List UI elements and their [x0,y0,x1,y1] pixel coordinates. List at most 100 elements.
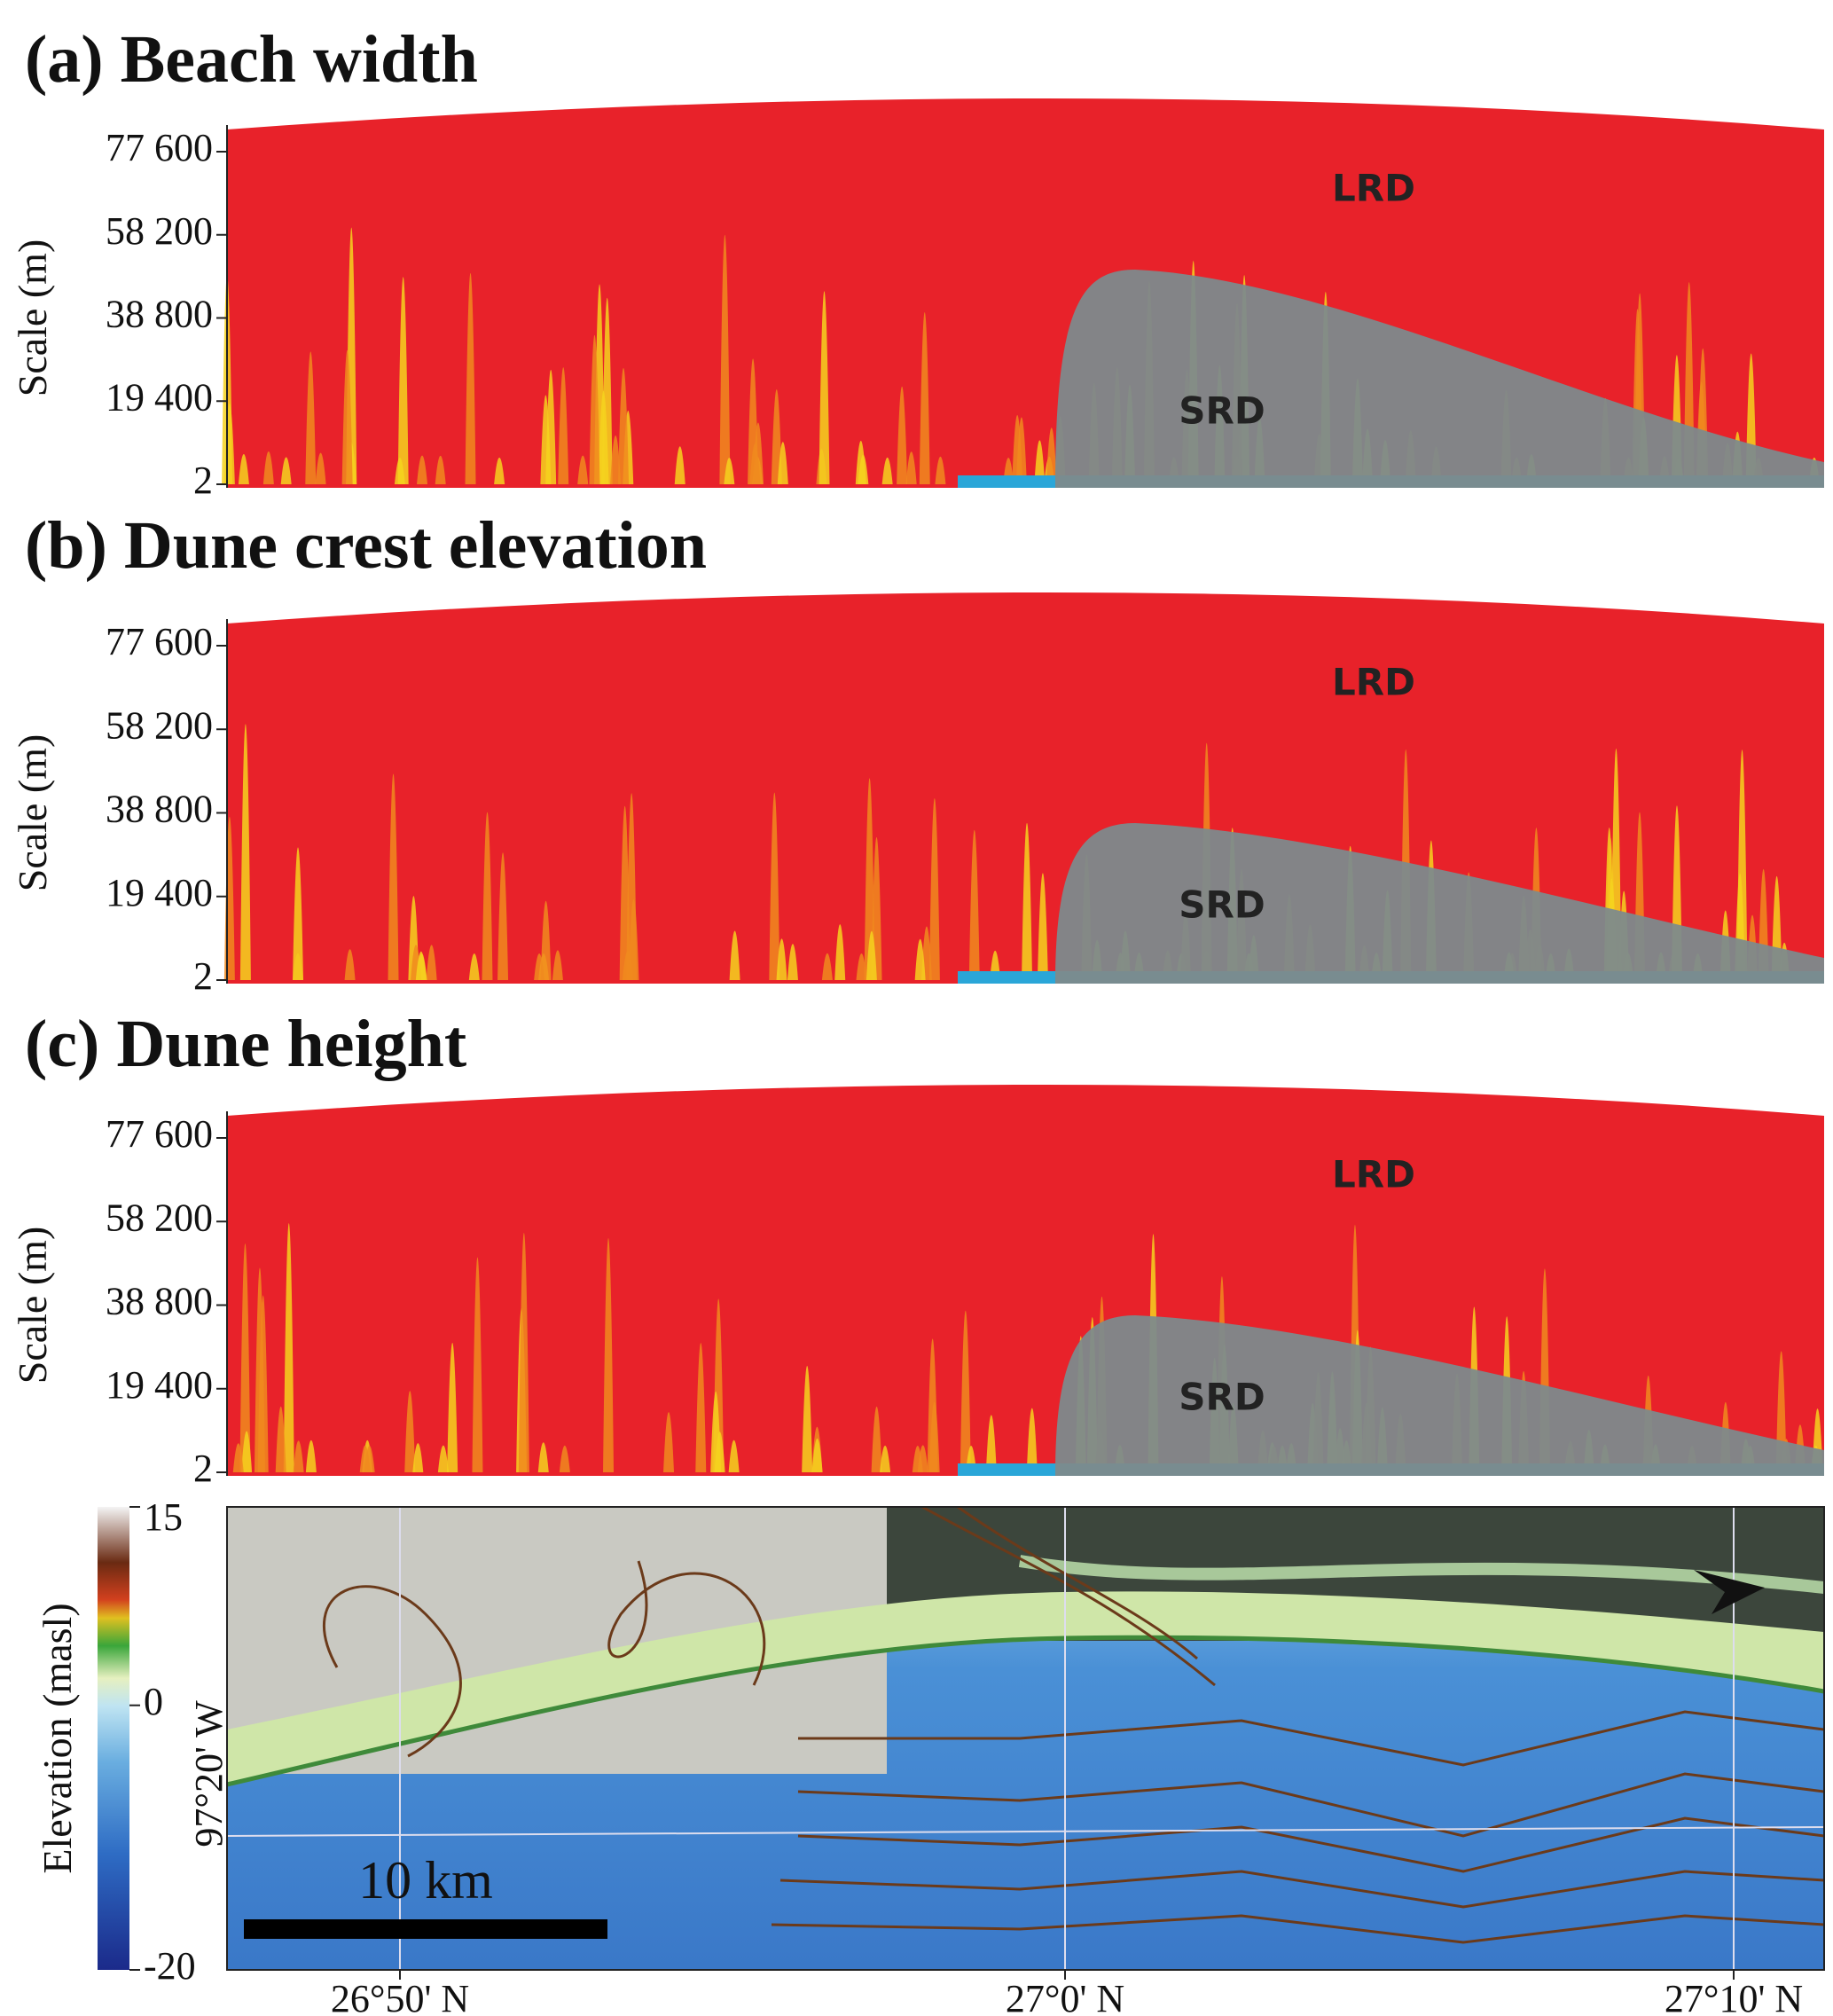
colorbar [98,1507,129,1970]
spike [537,1442,549,1472]
spike [749,443,761,484]
y-tick-label: 77 600 [106,126,213,169]
panel-title: (c) Dune height [25,1007,466,1081]
spike [305,351,317,484]
map [227,1507,1824,1970]
spike [545,369,557,484]
channel [1018,1555,1824,1594]
spike [293,1440,304,1472]
spike [359,1445,371,1472]
spike [482,812,493,980]
spike [394,457,405,484]
spike [603,1237,615,1472]
spike [1034,440,1046,484]
lat-tick-label: 26°50' N [331,1977,469,2016]
spike [468,953,480,980]
spike [472,1257,483,1472]
spike [771,389,782,484]
y-axis-label: Scale (m) [10,239,55,397]
spike [776,938,787,980]
colorbar-tick-label: 0 [144,1680,163,1723]
spike [404,1391,416,1472]
scale-bar [244,1919,607,1939]
spike [344,949,356,980]
coastal-strip [227,1591,1824,1783]
spike [1026,1408,1038,1472]
spike [864,778,875,980]
panel-title: (b) Dune crest elevation [25,508,707,583]
y-tick-label: 19 400 [106,1363,213,1407]
scalogram-panel: (b) Dune crest elevation LRD SRD 77 600 58 2… [10,508,1824,998]
spike [834,924,846,980]
spike [856,953,867,980]
spike [465,272,476,484]
spike [821,953,833,980]
spike [1736,749,1748,980]
map-frame [226,1506,1825,1971]
spike [540,900,552,980]
spike [447,1343,458,1472]
srd-region [1055,1315,1824,1476]
spike [917,1445,928,1472]
spike [960,1310,971,1472]
spike [905,451,917,484]
y-tick-label: 38 800 [106,1280,213,1323]
colorbar-label: Elevation (masl) [35,1603,80,1873]
spike [695,1343,707,1472]
spike [935,456,946,484]
spike [239,1243,251,1472]
spike [663,1412,675,1472]
spike [1037,873,1048,980]
spike [787,944,798,980]
y-tick-label: 19 400 [106,375,213,419]
panels: (a) Beach width LRD SRD 77 600 58 200 38 800 1… [10,22,1824,1490]
spike [239,724,251,980]
y-tick-label: 2 [193,954,213,998]
spike [928,1401,940,1472]
spike [559,1445,570,1472]
y-tick-label: 77 600 [106,620,213,663]
spike [494,457,505,484]
spike [871,1406,882,1472]
lat-tick-label: 27°10' N [1665,1977,1803,2016]
spike [305,1439,317,1472]
spike [315,452,326,484]
spike [897,386,908,484]
region-label: LRD [1332,167,1415,210]
lat-ticks: 26°50' N 27°0' N 27°10' N [331,1970,1803,2016]
spike [811,1438,823,1472]
spike [618,367,630,484]
spike [985,1415,997,1472]
spike [397,277,409,484]
region-label: SRD [1179,389,1265,433]
spike [293,847,304,980]
y-tick-label: 58 200 [106,703,213,747]
spike [1046,428,1057,484]
spike [769,792,780,980]
spike [855,441,866,484]
srd-region [1055,270,1824,488]
spike [341,349,353,484]
y-tick-label: 2 [193,459,213,502]
spike [719,234,731,484]
contours [323,1507,1824,1944]
grid-line [227,1826,1824,1837]
spike [1012,415,1023,484]
spike [880,1445,891,1472]
spike [724,458,735,484]
y-tick-label: 38 800 [106,293,213,336]
srd-region [1055,823,1824,984]
spike [914,938,926,980]
scalogram-panel: (a) Beach width LRD SRD 77 600 58 200 38 800 1… [10,22,1824,502]
colorbar-ticks: 15 0 -20 [129,1495,196,1988]
scale-bar-label: 10 km [358,1851,493,1910]
spike [598,390,609,484]
spike [589,334,600,484]
scalogram-panel: (c) Dune height LRD SRD 77 600 58 200 38 800 1… [10,1007,1824,1490]
spike [777,442,788,484]
spike [714,1432,725,1472]
spike [417,455,428,484]
spike [866,930,877,980]
spike [674,446,685,484]
